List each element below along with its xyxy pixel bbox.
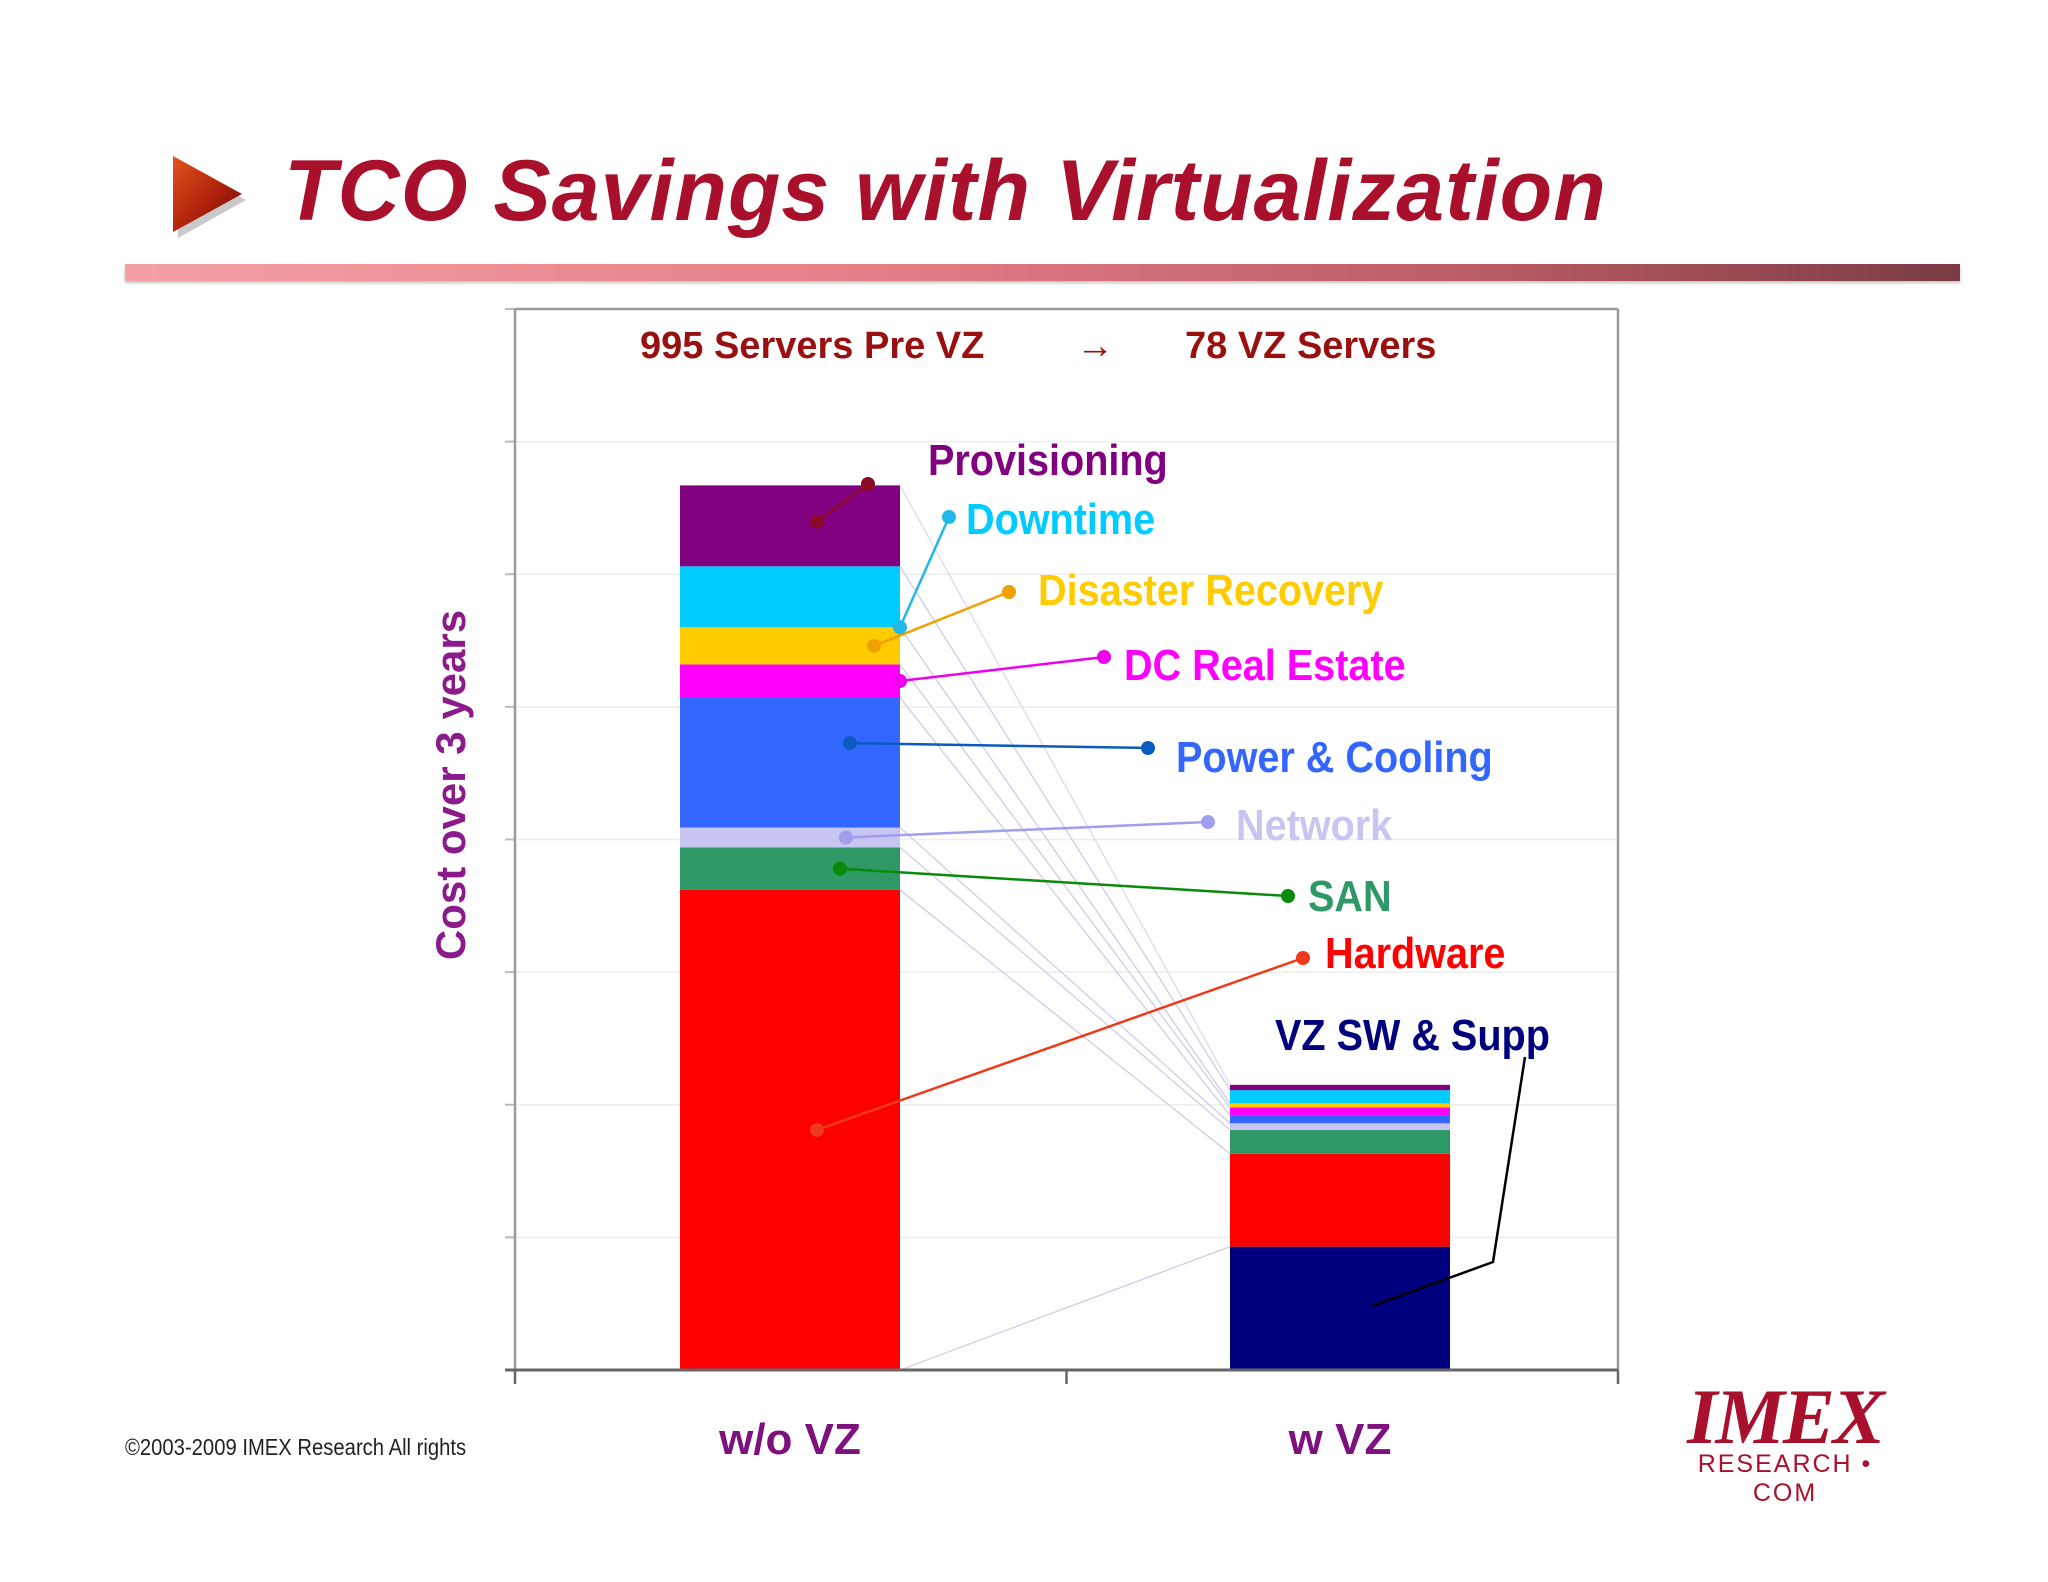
- series-label-dc-real-estate: DC Real Estate: [1124, 640, 1406, 689]
- leader-dot-network: [839, 830, 853, 845]
- category-label-w-vz: w VZ: [1288, 1415, 1392, 1464]
- series-label-disaster-recovery: Disaster Recovery: [1038, 565, 1384, 614]
- connector-line: [899, 485, 1231, 1086]
- series-label-network: Network: [1236, 800, 1393, 849]
- connector-line: [899, 1246, 1231, 1371]
- bar-segment-hardware-w-vz: [1230, 1153, 1450, 1247]
- series-label-downtime: Downtime: [966, 494, 1155, 543]
- bar-segment-dc-real-estate-wo-vz: [680, 664, 900, 698]
- connector-line: [899, 664, 1231, 1108]
- label-dot-network: [1201, 815, 1215, 829]
- label-dot-san: [1281, 889, 1295, 903]
- bar-segment-network-w-vz: [1230, 1123, 1450, 1130]
- title-divider: [125, 264, 1960, 281]
- series-label-vz-sw-supp: VZ SW & Supp: [1275, 1010, 1550, 1059]
- bar-segment-san-w-vz: [1230, 1129, 1450, 1154]
- label-dot-downtime: [942, 510, 956, 524]
- copyright-notice: ©2003-2009 IMEX Research All rights R: [125, 1434, 467, 1460]
- series-label-power-cooling: Power & Cooling: [1176, 732, 1493, 781]
- category-label-wo-vz: w/o VZ: [718, 1415, 861, 1464]
- bar-segment-hardware-wo-vz: [680, 889, 900, 1370]
- leader-line-hardware: [816, 956, 1304, 1132]
- label-dot-power-cooling: [1141, 741, 1155, 755]
- bar-segment-provisioning-w-vz: [1230, 1084, 1450, 1091]
- imex-research-logo: IMEX RESEARCH • COM: [1670, 1378, 1900, 1508]
- title-arrow-icon: [173, 156, 246, 238]
- series-label-san: SAN: [1308, 871, 1392, 920]
- connector-line: [899, 847, 1231, 1131]
- series-label-provisioning: Provisioning: [928, 435, 1168, 484]
- leader-line-downtime: [898, 516, 951, 628]
- label-dot-disaster-recovery: [1002, 585, 1016, 599]
- leader-dot-san: [833, 861, 847, 876]
- bar-segment-san-wo-vz: [680, 847, 900, 890]
- callouts: VZ SW & Supp Hardware SAN Network Power & Co…: [810, 435, 1550, 1308]
- logo-wordmark: IMEX: [1687, 1373, 1885, 1460]
- leader-line-power-cooling: [849, 741, 1149, 750]
- y-axis-label: Cost over 3 years: [427, 610, 474, 960]
- leader-line-disaster-recovery: [873, 590, 1010, 648]
- connector-lines: [899, 485, 1231, 1371]
- leader-line-provisioning: [816, 482, 869, 523]
- connector-line: [899, 697, 1231, 1116]
- logo-subtitle: RESEARCH • COM: [1697, 1450, 1873, 1507]
- leader-dot-downtime: [893, 620, 907, 635]
- connector-line: [899, 827, 1231, 1124]
- bar-segment-disaster-recovery-wo-vz: [680, 627, 900, 665]
- bar-segment-downtime-w-vz: [1230, 1090, 1450, 1104]
- leader-dot-provisioning: [810, 514, 824, 529]
- leader-line-vz-sw-supp: [1371, 1056, 1527, 1308]
- bar-segment-power-cooling-wo-vz: [680, 697, 900, 828]
- connector-line: [899, 626, 1231, 1104]
- leader-dot-disaster-recovery: [867, 638, 881, 653]
- leader-dot-dc-real-estate: [893, 674, 907, 689]
- connector-line: [899, 889, 1231, 1155]
- chart-subtitle-right: 78 VZ Servers: [1185, 325, 1436, 367]
- chart-subtitle-arrow: →: [1076, 325, 1114, 367]
- bars: [680, 485, 1450, 1370]
- bar-segment-vz-sw-supp-w-vz: [1230, 1246, 1450, 1370]
- bar-segment-provisioning-wo-vz: [680, 485, 900, 567]
- bar-segment-power-cooling-w-vz: [1230, 1115, 1450, 1124]
- label-dot-dc-real-estate: [1097, 650, 1111, 664]
- bar-segment-disaster-recovery-w-vz: [1230, 1103, 1450, 1108]
- label-dot-provisioning: [861, 477, 875, 491]
- axes: [505, 307, 1620, 1384]
- chart-subtitle-left: 995 Servers Pre VZ: [640, 325, 984, 367]
- leader-line-dc-real-estate: [899, 655, 1105, 683]
- leader-line-network: [845, 820, 1209, 839]
- leader-dot-power-cooling: [843, 736, 857, 751]
- label-dot-hardware: [1296, 951, 1310, 965]
- bar-segment-downtime-wo-vz: [680, 566, 900, 628]
- leader-line-san: [839, 867, 1289, 898]
- bar-segment-dc-real-estate-w-vz: [1230, 1107, 1450, 1116]
- series-label-hardware: Hardware: [1325, 928, 1505, 977]
- leader-dot-hardware: [810, 1122, 824, 1137]
- slide-title: TCO Savings with Virtualization: [284, 143, 1607, 239]
